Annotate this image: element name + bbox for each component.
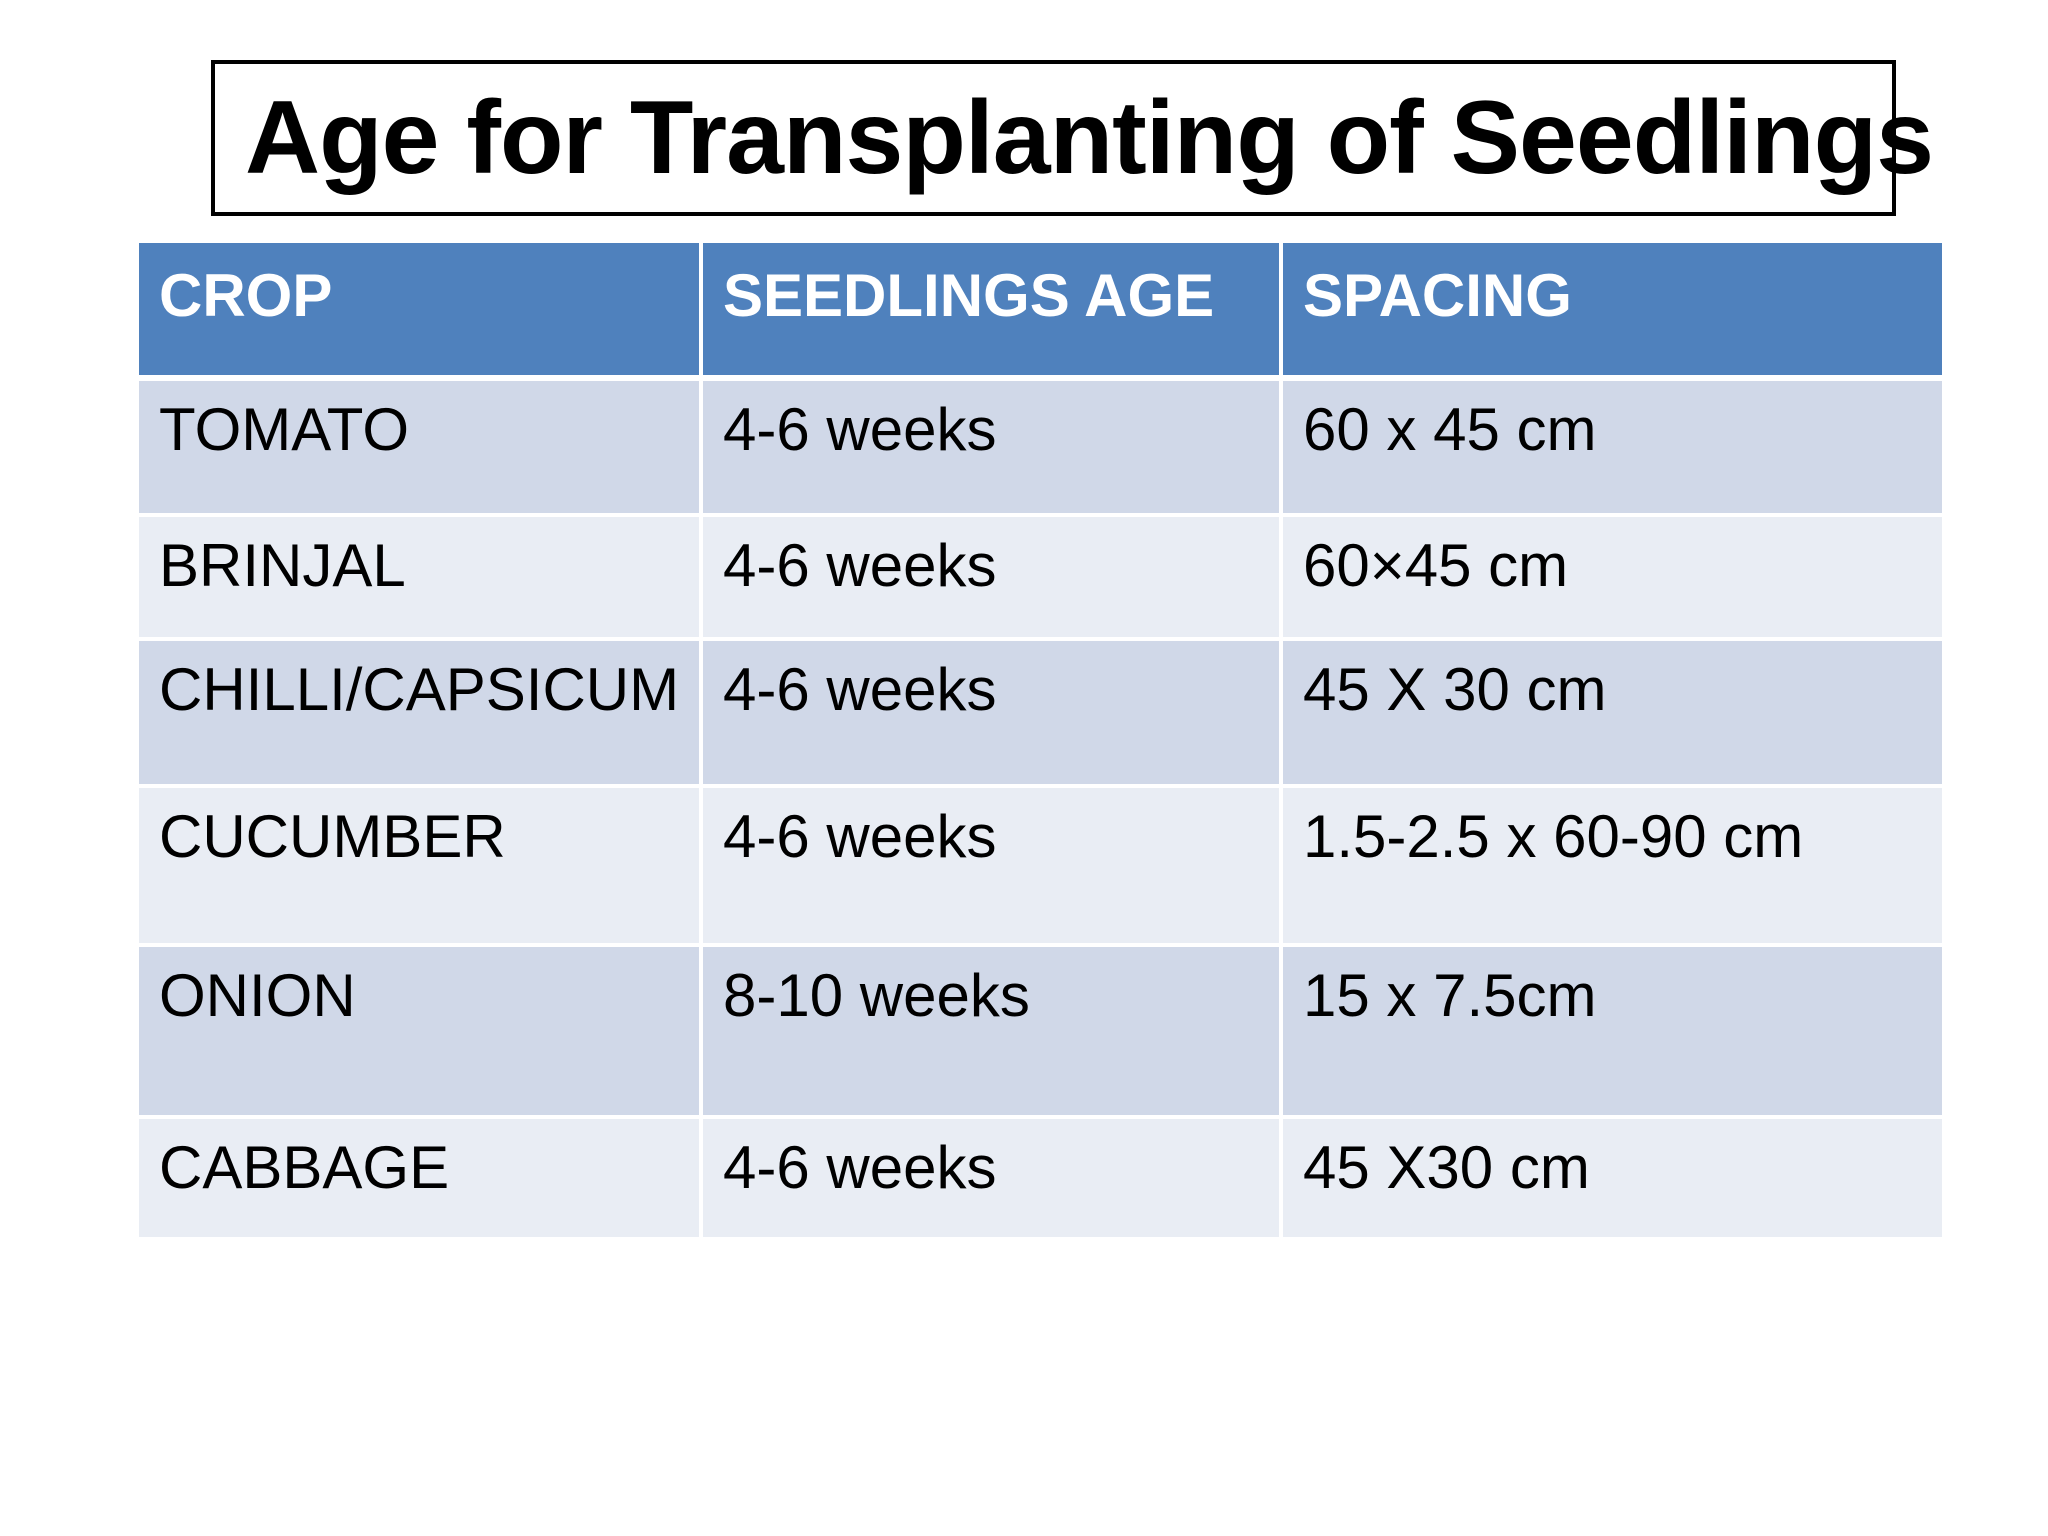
cell-crop: CHILLI/CAPSICUM	[139, 641, 703, 784]
cell-seedlings-age: 4-6 weeks	[703, 381, 1283, 513]
cell-crop: TOMATO	[139, 381, 703, 513]
table-row: TOMATO 4-6 weeks 60 x 45 cm	[139, 381, 1942, 517]
header-crop: CROP	[139, 243, 703, 375]
transplanting-table: CROP SEEDLINGS AGE SPACING TOMATO 4-6 we…	[139, 243, 1942, 1237]
cell-seedlings-age: 4-6 weeks	[703, 1119, 1283, 1237]
cell-seedlings-age: 4-6 weeks	[703, 788, 1283, 943]
cell-spacing: 45 X 30 cm	[1303, 656, 1607, 723]
cell-crop: BRINJAL	[139, 517, 703, 637]
table-header-row: CROP SEEDLINGS AGE SPACING	[139, 243, 1942, 381]
header-seedlings-age: SEEDLINGS AGE	[703, 243, 1283, 375]
slide-title-box: Age for Transplanting of Seedlings	[211, 60, 1934, 216]
cell-spacing: 45 X30 cm	[1303, 1134, 1590, 1201]
table-row: BRINJAL 4-6 weeks 60×45 cm	[139, 517, 1942, 641]
table-row: CHILLI/CAPSICUM 4-6 weeks 45 X 30 cm	[139, 641, 1942, 788]
cell-seedlings-age: 4-6 weeks	[703, 641, 1283, 784]
cell-spacing: 60×45 cm	[1303, 532, 1569, 599]
header-spacing: SPACING	[1303, 262, 1572, 329]
cell-spacing: 15 x 7.5cm	[1303, 962, 1597, 1029]
table-row: ONION 8-10 weeks 15 x 7.5cm	[139, 947, 1942, 1119]
table-row: CUCUMBER 4-6 weeks 1.5-2.5 x 60-90 cm	[139, 788, 1942, 947]
cell-spacing: 1.5-2.5 x 60-90 cm	[1303, 803, 1804, 870]
cell-crop: CABBAGE	[139, 1119, 703, 1237]
cell-seedlings-age: 4-6 weeks	[703, 517, 1283, 637]
cell-spacing: 60 x 45 cm	[1303, 396, 1597, 463]
table-row: CABBAGE 4-6 weeks 45 X30 cm	[139, 1119, 1942, 1237]
cell-seedlings-age: 8-10 weeks	[703, 947, 1283, 1115]
slide-title: Age for Transplanting of Seedlings	[245, 80, 1934, 196]
cell-crop: CUCUMBER	[139, 788, 703, 943]
cell-crop: ONION	[139, 947, 703, 1115]
